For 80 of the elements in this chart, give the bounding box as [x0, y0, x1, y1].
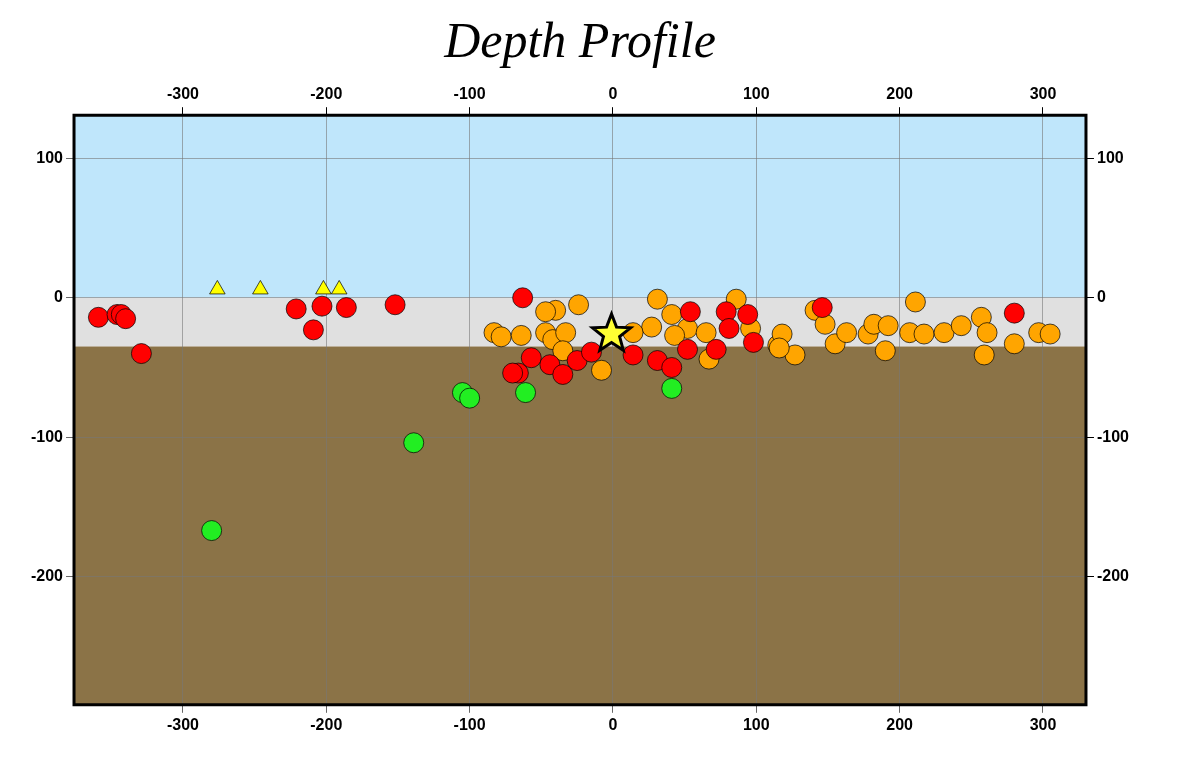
point	[661, 304, 683, 325]
point	[403, 432, 425, 454]
point	[88, 306, 109, 328]
point	[976, 322, 998, 343]
point	[315, 280, 332, 295]
point	[1039, 323, 1061, 345]
chart-title: Depth Profile	[443, 12, 716, 69]
point	[209, 280, 226, 295]
point	[591, 359, 612, 381]
point	[303, 319, 324, 341]
x2-tick-label: -100	[453, 85, 486, 103]
x2-tick-label: -200	[310, 85, 343, 103]
point	[784, 344, 806, 366]
point	[695, 322, 717, 343]
y-tick-label: -100	[30, 427, 64, 445]
point	[836, 322, 857, 343]
point	[115, 308, 136, 330]
x2-tick-label: 200	[886, 85, 914, 103]
point	[811, 297, 833, 318]
y2-tick-label: 100	[1096, 148, 1124, 166]
point	[950, 315, 972, 337]
point	[285, 298, 307, 320]
point	[512, 287, 534, 309]
point	[677, 339, 698, 360]
point	[1003, 333, 1025, 355]
y2-tick-label: -200	[1096, 566, 1130, 584]
x2-tick-label: 0	[608, 85, 618, 103]
point	[743, 332, 764, 353]
point	[384, 294, 406, 316]
point	[905, 291, 926, 313]
x-tick-label: -100	[453, 715, 486, 733]
point	[201, 520, 222, 541]
x-tick-label: -200	[310, 715, 343, 733]
point	[331, 280, 348, 295]
point	[680, 301, 701, 323]
point	[336, 297, 357, 318]
point	[933, 322, 955, 343]
point	[705, 339, 727, 360]
point	[568, 294, 589, 316]
point	[510, 325, 532, 346]
point	[502, 362, 523, 384]
point	[131, 343, 152, 364]
point	[311, 295, 333, 317]
x2-tick-label: -300	[166, 85, 200, 103]
point	[566, 350, 588, 371]
point	[535, 301, 556, 323]
point	[515, 382, 536, 403]
y-tick-label: -200	[30, 566, 64, 584]
x-tick-label: -300	[166, 715, 200, 733]
point	[973, 344, 995, 366]
point	[1003, 302, 1025, 324]
x-tick-label: 100	[742, 715, 770, 733]
point	[718, 318, 740, 339]
point	[737, 304, 759, 325]
x-tick-label: 0	[608, 715, 618, 733]
x-tick-label: 200	[886, 715, 914, 733]
point	[581, 341, 602, 363]
x2-tick-label: 300	[1029, 85, 1057, 103]
point	[552, 364, 574, 385]
point	[661, 357, 683, 378]
y-tick-label: 0	[54, 288, 64, 306]
point	[622, 344, 644, 366]
point	[520, 347, 542, 369]
point	[252, 280, 269, 295]
point	[664, 325, 685, 346]
point	[555, 322, 577, 343]
x2-tick-label: 100	[742, 85, 770, 103]
point	[490, 326, 512, 348]
y-tick-label: 100	[36, 148, 64, 166]
point	[459, 387, 480, 409]
x-tick-label: 300	[1029, 715, 1057, 733]
point	[814, 313, 836, 335]
point	[877, 315, 899, 337]
point	[647, 288, 668, 310]
point	[661, 378, 683, 399]
point	[913, 323, 935, 345]
y2-tick-label: -100	[1096, 427, 1130, 445]
point	[641, 316, 663, 338]
point	[874, 340, 896, 362]
y2-tick-label: 0	[1096, 288, 1106, 306]
